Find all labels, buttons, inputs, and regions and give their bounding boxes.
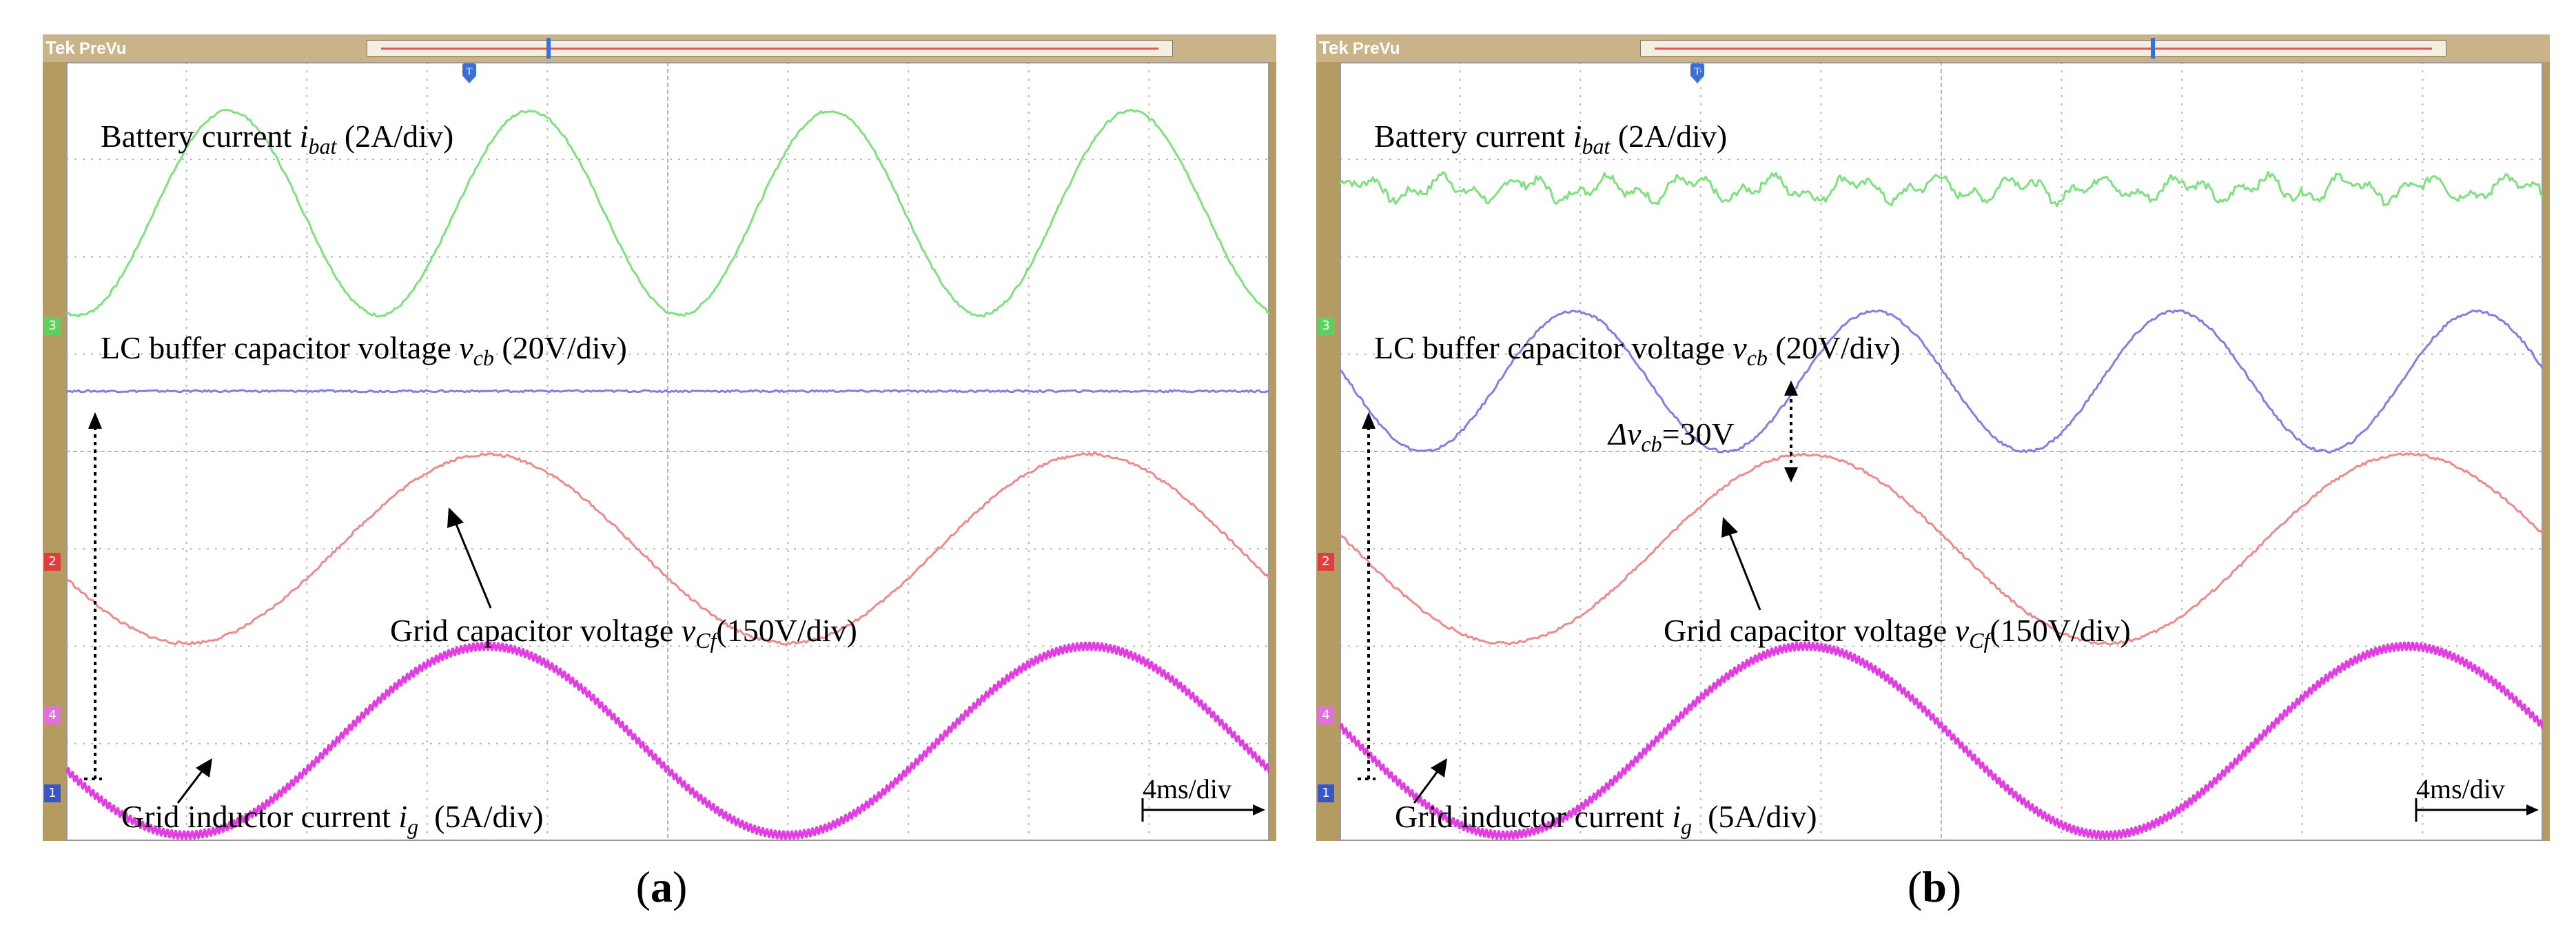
grid-cap-trace	[1340, 452, 2543, 646]
scope-top-bar: Tek PreVu	[43, 34, 1276, 62]
channel-3-badge: 3	[44, 317, 61, 335]
svg-text:T: T	[1694, 66, 1700, 77]
scope-brand: Tek PreVu	[45, 37, 126, 58]
record-window-line	[1655, 48, 2432, 50]
timebase-arrow-head	[1253, 804, 1265, 815]
buffer-voltage-label: LC buffer capacitor voltage vcb (20V/div…	[1374, 330, 1901, 370]
scope-brand-name: Tek	[1319, 37, 1349, 58]
grid-ind-trace	[1340, 641, 2543, 840]
grid-capacitor-label: Grid capacitor voltage vCf(150V/div)	[390, 613, 857, 653]
record-position-marker	[2151, 38, 2155, 59]
buffer-voltage-label: LC buffer capacitor voltage vcb (20V/div…	[101, 330, 627, 370]
grid-ind-pointer	[176, 768, 205, 804]
scope-mode-label: PreVu	[1352, 39, 1400, 58]
graticule	[66, 62, 1269, 841]
battery-trace	[1340, 170, 2543, 207]
timebase-arrow-head	[2526, 804, 2539, 815]
channel-4-badge: 4	[1318, 707, 1334, 724]
battery-current-label: Battery current ibat (2A/div)	[101, 119, 453, 159]
scope-screen-a: Battery current ibat (2A/div) LC buffer …	[66, 62, 1269, 841]
record-track	[367, 38, 1173, 59]
graticule-border	[1340, 62, 2543, 841]
caption-a: (a)	[635, 862, 688, 911]
trigger-position-icon: T	[462, 63, 476, 83]
scope-brand: Tek PreVu	[1319, 37, 1400, 58]
svg-text:T: T	[466, 66, 472, 77]
channel-4-badge: 4	[44, 707, 61, 724]
reference-arrow-head	[88, 412, 102, 429]
grid-ind-pointer-head	[1431, 758, 1447, 778]
scope-top-bar: Tek PreVu	[1316, 34, 2550, 62]
timebase-label: 4ms/div	[1143, 773, 1231, 804]
channel-3-badge: 3	[1318, 317, 1334, 335]
grid-ind-pointer-head	[196, 758, 212, 778]
record-window-line	[381, 48, 1158, 50]
grid-cap-pointer-head	[1721, 517, 1738, 538]
scope-right-bezel	[2543, 62, 2550, 841]
grid-ind-pointer	[1413, 768, 1441, 804]
record-position-marker	[546, 38, 551, 59]
battery-current-label: Battery current ibat (2A/div)	[1374, 119, 1727, 159]
traces	[1340, 170, 2543, 840]
delta-vcb-label: Δvcb=30V	[1607, 416, 1735, 456]
grid-cap-pointer	[454, 522, 492, 609]
traces	[66, 108, 1269, 840]
caption-b: (b)	[1907, 862, 1962, 911]
scope-right-bezel	[1269, 62, 1276, 841]
buffer-trace	[66, 389, 1269, 394]
battery-trace	[66, 108, 1269, 318]
reference-arrow-head	[1362, 412, 1376, 429]
grid-cap-trace	[66, 451, 1269, 646]
channel-1-badge: 1	[44, 784, 61, 802]
graticule	[1340, 62, 2543, 841]
delta-vcb-arrow-top	[1784, 380, 1798, 396]
channel-2-badge: 2	[44, 553, 61, 571]
scope-mode-label: PreVu	[79, 39, 127, 58]
graticule-border	[66, 62, 1269, 841]
buffer-trace	[1340, 309, 2543, 454]
grid-cap-pointer	[1728, 531, 1761, 611]
grid-capacitor-label: Grid capacitor voltage vCf(150V/div)	[1664, 613, 2131, 653]
channel-1-badge: 1	[1318, 784, 1334, 802]
scope-brand-name: Tek	[45, 37, 75, 58]
oscilloscope-panel-b: Tek PreVu T Battery current ibat (2A/div)…	[1316, 34, 2550, 841]
scope-screen-b: Battery current ibat (2A/div) LC buffer …	[1340, 62, 2543, 841]
oscilloscope-panel-a: Tek PreVu T Battery current ibat (2A/div)…	[43, 34, 1276, 841]
timebase-label: 4ms/div	[2416, 773, 2505, 804]
grid-inductor-label: Grid inductor current ig (5A/div)	[1395, 799, 1817, 839]
grid-ind-trace	[66, 641, 1269, 840]
grid-cap-pointer-head	[447, 507, 464, 528]
record-track	[1640, 38, 2446, 59]
delta-vcb-arrow-bottom	[1784, 467, 1798, 483]
grid-inductor-label: Grid inductor current ig (5A/div)	[121, 799, 544, 839]
overlays: Battery current ibat (2A/div) LC buffer …	[84, 119, 1265, 839]
channel-2-badge: 2	[1318, 553, 1334, 571]
overlays: Battery current ibat (2A/div) LC buffer …	[1358, 119, 2539, 839]
